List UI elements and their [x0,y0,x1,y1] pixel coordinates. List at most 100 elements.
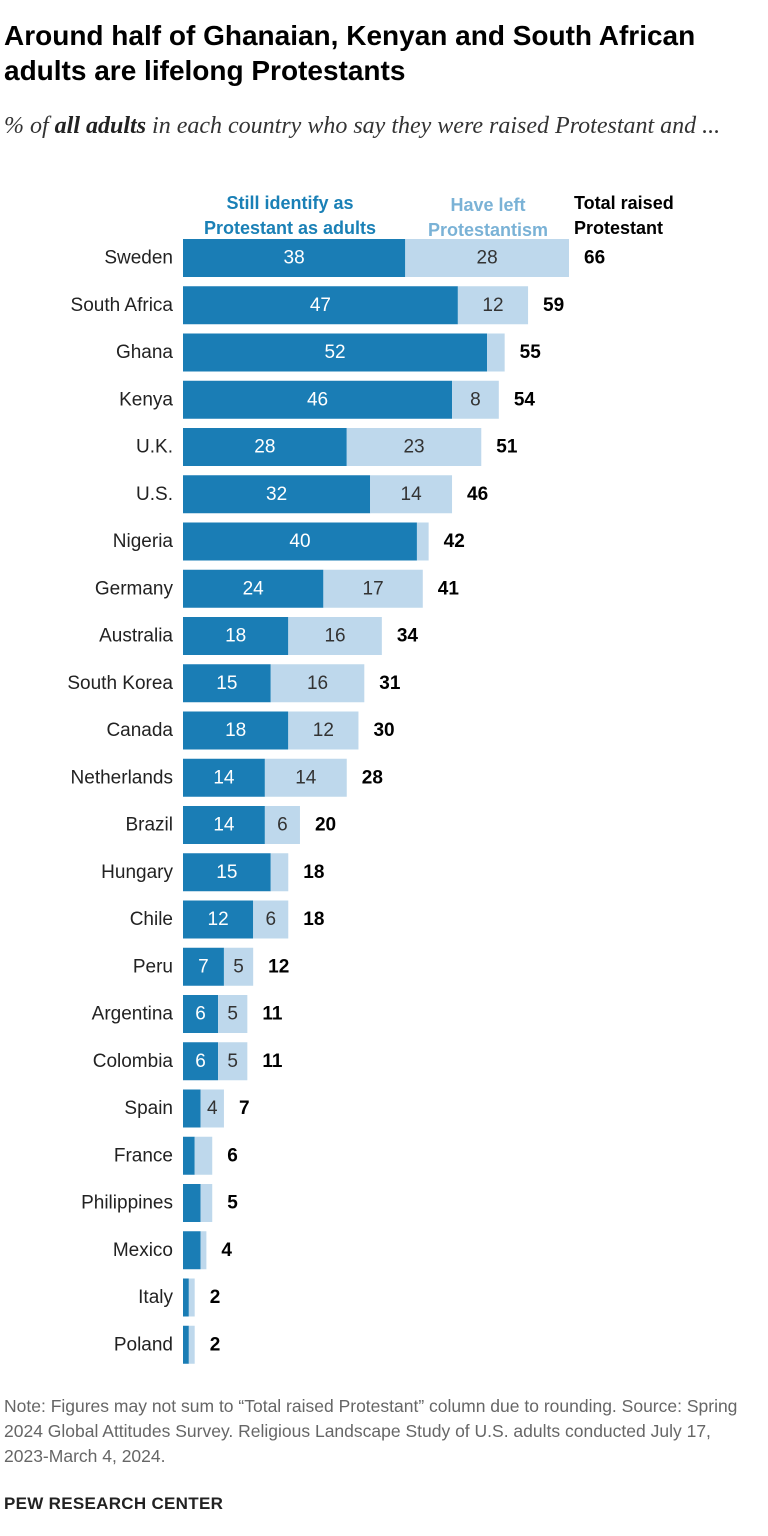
value-label-left: 12 [313,720,334,741]
bar-left-protestantism [457,286,529,325]
bar-still-protestant [183,569,324,608]
chart-title: Around half of Ghanaian, Kenyan and Sout… [4,20,696,86]
category-label: Colombia [93,1051,174,1072]
total-label: 4 [221,1240,232,1261]
total-label: 18 [303,909,324,930]
bar-still-protestant [183,1042,219,1081]
bar-still-protestant [183,711,289,750]
total-label: 55 [520,342,542,363]
category-label: South Africa [71,295,174,316]
bar-still-protestant [183,428,347,466]
bar-left-protestantism [288,617,382,655]
legend-total-raised: Total raised Protestant [574,193,674,238]
total-label: 42 [444,531,465,552]
total-label: 11 [262,1051,283,1072]
value-label-left: 5 [227,1051,238,1072]
subtitle-emphasis: all adults [54,113,147,139]
bar-still-protestant [183,1278,189,1317]
total-label: 11 [262,1004,283,1025]
total-label: 6 [227,1145,238,1166]
bar-left-protestantism [218,1042,248,1081]
bar-still-protestant [183,1325,189,1364]
value-label-still: 46 [307,389,328,410]
value-label-still: 18 [225,720,246,741]
value-label-still: 38 [284,248,305,269]
category-label: Peru [133,956,173,977]
category-label: Poland [114,1334,173,1355]
category-label: U.K. [136,437,173,458]
value-label-left: 14 [295,767,317,788]
value-label-left: 8 [470,389,481,410]
category-label: Hungary [101,862,173,883]
bar-still-protestant [183,286,458,325]
total-label: 54 [514,389,536,410]
category-label: Netherlands [71,767,173,788]
category-label: Kenya [119,389,173,410]
total-label: 2 [210,1287,221,1308]
bar-still-protestant [183,1089,201,1128]
bar-still-protestant [183,853,271,892]
category-label: Nigeria [113,531,174,552]
bar-left-protestantism [370,475,453,514]
value-label-left: 17 [363,578,384,599]
category-label: Sweden [104,248,173,269]
bar-still-protestant [183,1136,195,1175]
value-label-still: 6 [195,1004,206,1025]
bar-still-protestant [183,947,224,986]
bar-still-protestant [183,664,271,703]
bar-left-protestantism [223,947,254,986]
bar-still-protestant [183,758,265,797]
total-label: 7 [239,1098,250,1119]
value-label-left: 4 [207,1098,218,1119]
value-label-still: 24 [243,578,265,599]
value-label-left: 12 [482,295,503,316]
legend-still-protestant: Still identify as Protestant as adults [203,193,377,238]
bar-left-protestantism [346,428,482,466]
value-label-left: 6 [265,909,276,930]
total-label: 46 [467,484,488,505]
category-label: South Korea [67,673,173,694]
bar-left-protestantism [264,806,300,844]
value-label-still: 15 [216,673,237,694]
total-label: 30 [373,720,394,741]
bar-left-protestantism [416,522,429,561]
bar-still-protestant [183,1184,201,1222]
bar-left-protestantism [200,1184,213,1222]
value-label-left: 6 [277,815,288,836]
bar-still-protestant [183,995,219,1033]
value-label-still: 6 [195,1051,206,1072]
total-label: 66 [584,248,605,269]
category-label: Argentina [92,1004,174,1025]
bar-left-protestantism [200,1089,224,1128]
bar-left-protestantism [253,900,289,939]
subtitle-prefix: % of [4,113,55,139]
category-label: Brazil [125,815,173,836]
bar-still-protestant [183,806,265,844]
bar-left-protestantism [288,711,359,750]
total-label: 2 [210,1334,221,1355]
total-label: 28 [362,767,383,788]
total-label: 34 [397,626,419,647]
value-label-still: 15 [216,862,237,883]
total-label: 18 [303,862,324,883]
value-label-still: 28 [254,437,275,458]
bar-left-protestantism [487,333,505,372]
category-label: Chile [130,909,173,930]
value-label-left: 5 [233,956,244,977]
value-label-still: 47 [310,295,331,316]
bar-still-protestant [183,522,417,561]
value-label-left: 16 [307,673,328,694]
category-label: Mexico [113,1240,173,1261]
bar-left-protestantism [264,758,347,797]
total-label: 5 [227,1193,238,1214]
total-label: 59 [543,295,564,316]
category-label: Germany [95,578,174,599]
value-label-still: 14 [213,767,235,788]
total-label: 51 [496,437,518,458]
chart-note: Note: Figures may not sum to “Total rais… [4,1396,738,1466]
category-label: Philippines [81,1193,173,1214]
category-label: Italy [138,1287,173,1308]
bar-left-protestantism [270,853,289,892]
bar-left-protestantism [200,1231,207,1270]
